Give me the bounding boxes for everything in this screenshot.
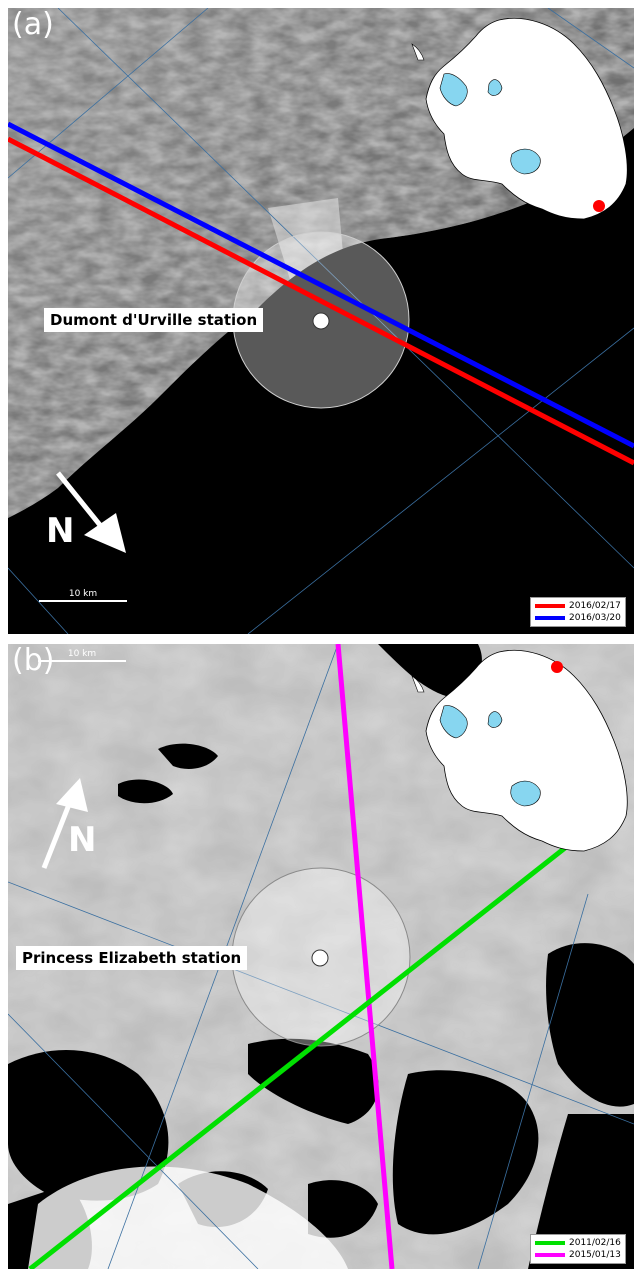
north-arrow-icon xyxy=(41,778,88,869)
inset-station-dot xyxy=(593,200,605,212)
legend: 2011/02/16 2015/01/13 xyxy=(530,1234,626,1264)
station-label: Dumont d'Urville station xyxy=(44,308,264,332)
legend-swatch xyxy=(535,1241,565,1245)
legend-item: 2016/02/17 xyxy=(535,600,621,612)
rock-outcrops xyxy=(8,644,634,1269)
legend-item: 2015/01/13 xyxy=(535,1249,621,1261)
track-2016-03-20 xyxy=(8,121,634,449)
antarctica-inset-map xyxy=(411,649,628,852)
scale-bar: 10 km xyxy=(38,649,126,662)
antarctica-inset-map xyxy=(411,17,628,220)
track-2015-01-13 xyxy=(335,644,395,1269)
legend-swatch xyxy=(535,616,565,620)
legend-swatch xyxy=(535,604,565,608)
panel-b-imagery xyxy=(8,644,634,1269)
legend-item: 2011/02/16 xyxy=(535,1237,621,1249)
track-2016-02-17 xyxy=(8,136,634,466)
scale-bar-line xyxy=(39,600,127,602)
scale-label: 10 km xyxy=(67,649,97,659)
panel-a-map: (a) Dumont d'Urville station N 10 km 201… xyxy=(8,8,634,634)
scale-label: 10 km xyxy=(68,589,98,599)
legend-swatch xyxy=(535,1253,565,1257)
north-label: N xyxy=(46,511,75,551)
panel-letter: (a) xyxy=(12,8,54,42)
legend-label: 2016/02/17 xyxy=(569,601,621,611)
track-2011-02-16 xyxy=(28,842,572,1269)
panel-a-imagery xyxy=(8,8,634,634)
scale-bar: 10 km xyxy=(39,589,127,602)
legend-label: 2016/03/20 xyxy=(569,613,621,623)
north-label: N xyxy=(68,820,97,860)
north-arrow-icon xyxy=(56,471,126,553)
scale-bar-line xyxy=(38,660,126,662)
legend-item: 2016/03/20 xyxy=(535,612,621,624)
legend: 2016/02/17 2016/03/20 xyxy=(530,597,626,627)
legend-label: 2011/02/16 xyxy=(569,1238,621,1248)
station-label: Princess Elizabeth station xyxy=(16,946,248,970)
graticule-lines xyxy=(8,8,634,634)
station-marker xyxy=(312,312,330,330)
inset-station-dot xyxy=(551,661,563,673)
station-marker xyxy=(311,949,329,967)
panel-b-map: (b) Princess Elizabeth station N 10 km 2… xyxy=(8,644,634,1269)
legend-label: 2015/01/13 xyxy=(569,1250,621,1260)
